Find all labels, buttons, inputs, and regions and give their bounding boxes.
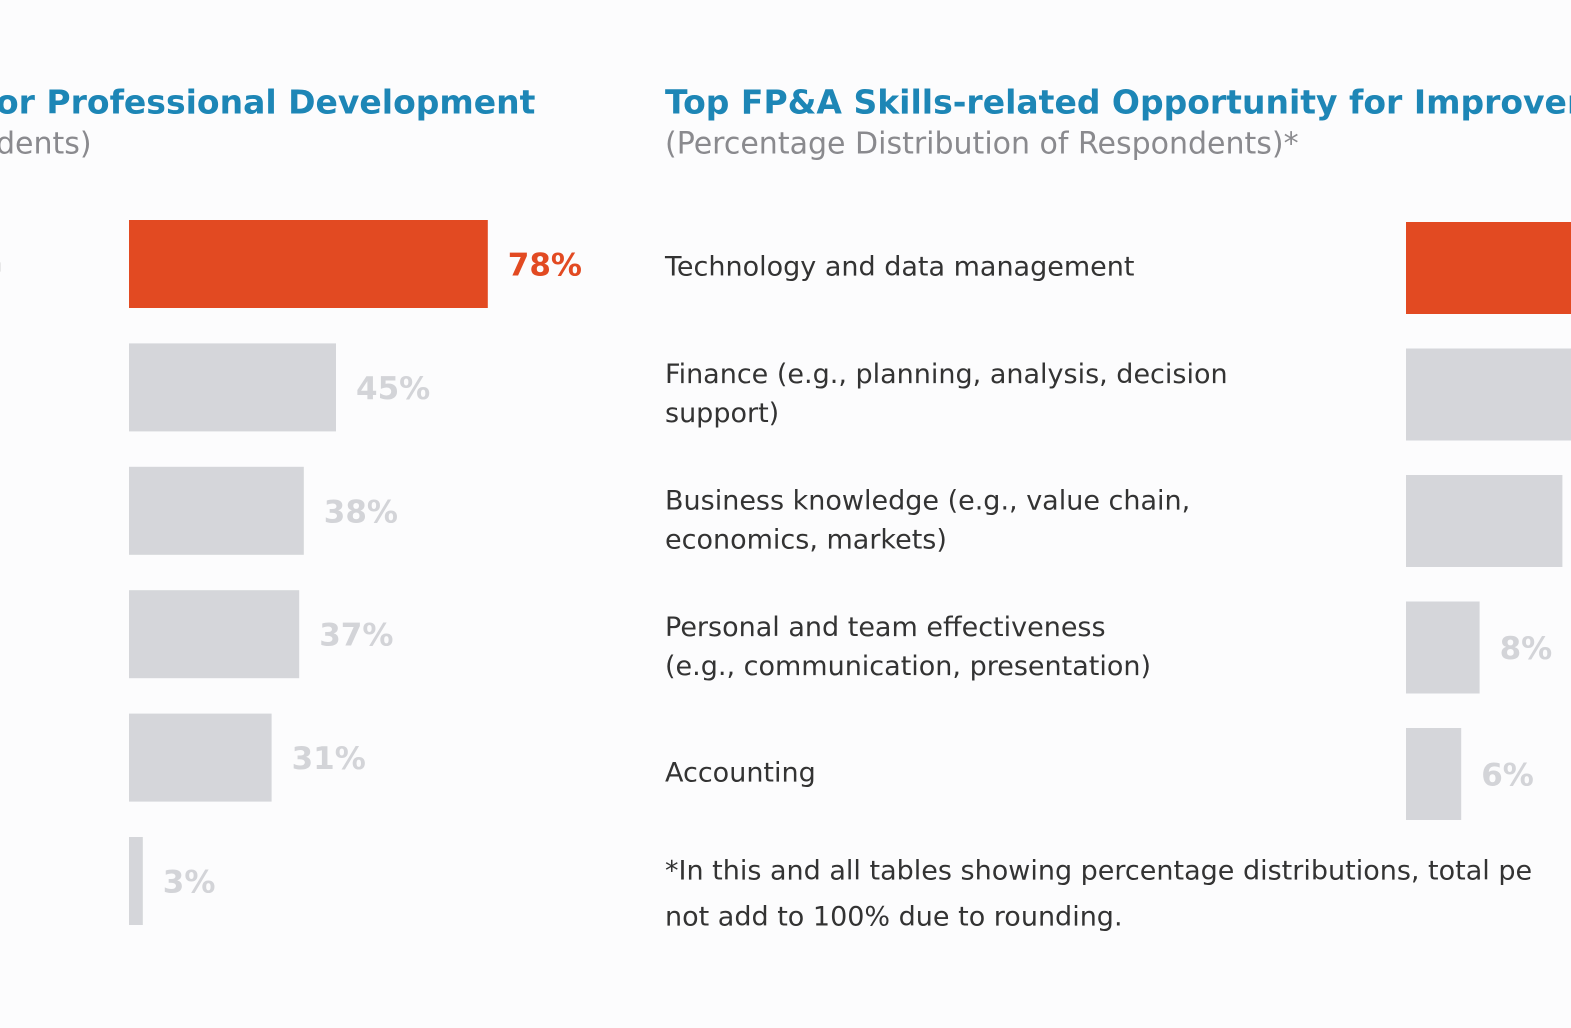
value-label: 3% xyxy=(163,865,216,901)
category-label: Technology and data management xyxy=(664,252,1134,283)
bar xyxy=(1406,728,1462,820)
bar xyxy=(129,590,300,679)
bar xyxy=(1406,348,1571,441)
bar xyxy=(129,466,304,555)
value-label: 6% xyxy=(1481,758,1534,794)
chart-title: or Professional Development xyxy=(0,83,536,122)
category-label: Personal and team effectiveness (e.g., co… xyxy=(665,612,1151,682)
chart-title: Top FP&A Skills-related Opportunity for … xyxy=(665,83,1571,122)
value-label: 45% xyxy=(356,371,430,407)
value-label: 38% xyxy=(324,494,398,530)
value-label: 31% xyxy=(292,741,366,777)
bar xyxy=(1406,601,1480,694)
category-label: Business knowledge (e.g., value chain, ec… xyxy=(665,485,1190,555)
chart-subtitle: dents) xyxy=(0,127,92,162)
category-label: Accounting xyxy=(665,758,816,789)
bar xyxy=(1406,475,1563,567)
category-label: Finance (e.g., planning, analysis, decis… xyxy=(665,359,1228,429)
bar xyxy=(129,837,143,925)
bar xyxy=(1406,222,1571,314)
chart-subtitle: (Percentage Distribution of Respondents)… xyxy=(665,127,1299,162)
value-label: 78% xyxy=(508,248,582,284)
bar xyxy=(129,220,488,308)
bar xyxy=(129,713,272,802)
footnote: *In this and all tables showing percenta… xyxy=(665,856,1532,887)
bar xyxy=(129,343,336,432)
footnote: not add to 100% due to rounding. xyxy=(665,902,1123,933)
category-label: a xyxy=(0,248,3,279)
value-label: 37% xyxy=(319,618,393,654)
value-label: 8% xyxy=(1500,631,1553,667)
